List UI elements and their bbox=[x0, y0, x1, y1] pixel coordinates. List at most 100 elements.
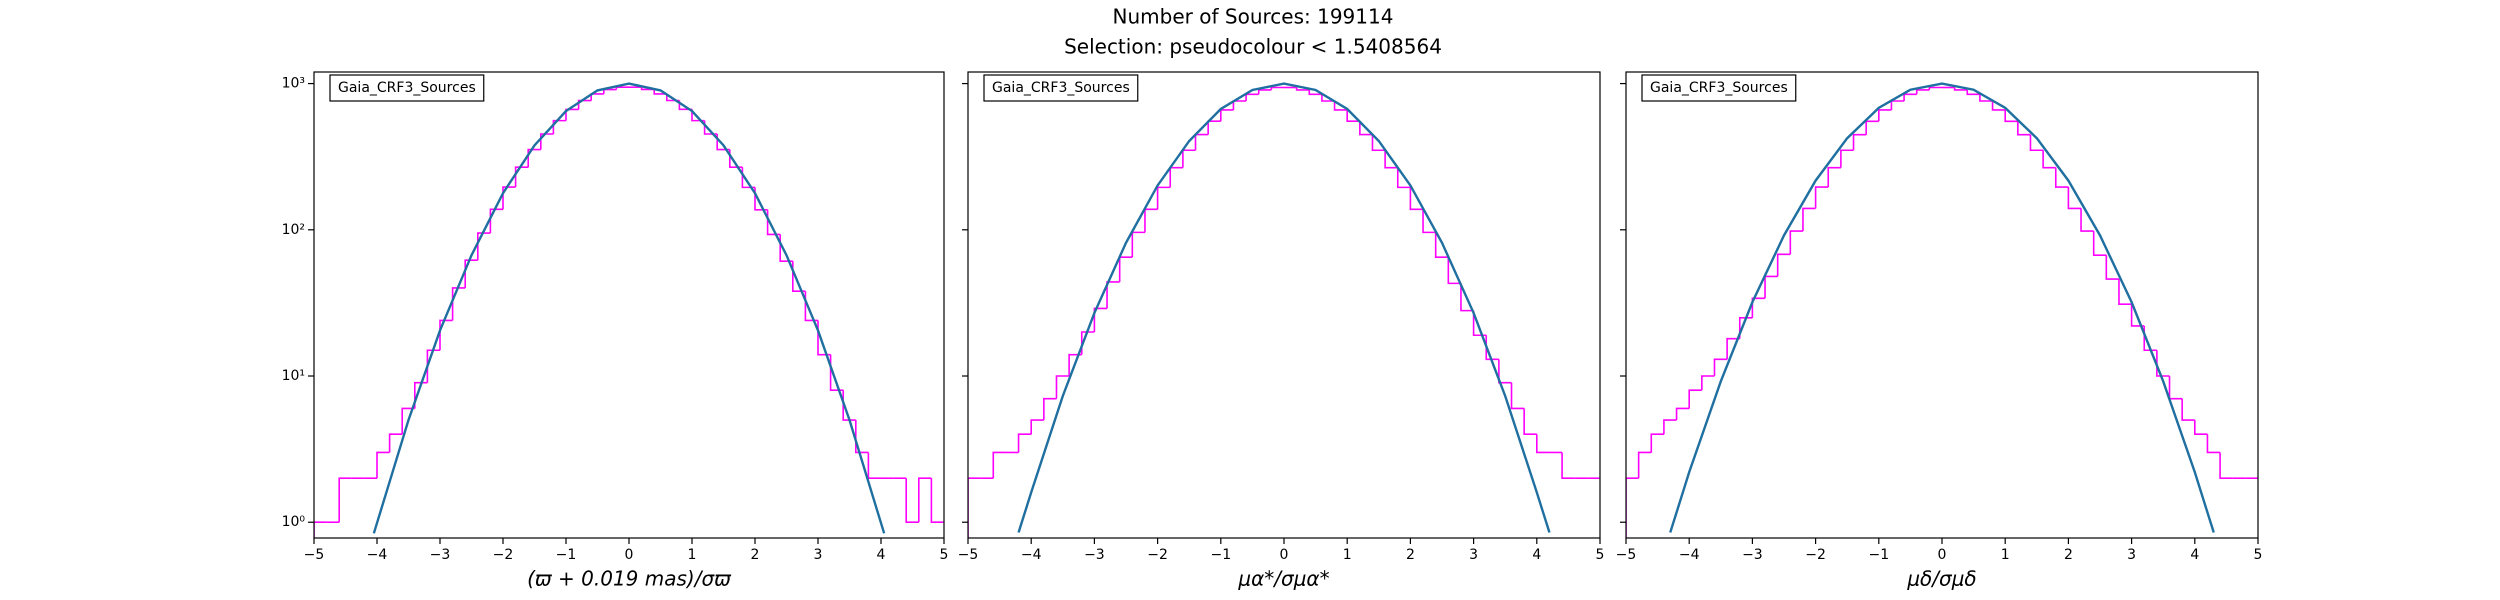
x-tick-label: 0 bbox=[1280, 547, 1289, 563]
histogram-step bbox=[477, 232, 491, 261]
x-tick-label: 1 bbox=[2001, 547, 2010, 563]
histogram-step bbox=[1510, 382, 1525, 410]
histogram-step bbox=[1396, 167, 1411, 189]
x-tick-label: 2 bbox=[1406, 547, 1415, 563]
histogram-step bbox=[2168, 376, 2183, 400]
histogram-step bbox=[1802, 207, 1816, 232]
histogram-step bbox=[1308, 89, 1322, 96]
histogram-step bbox=[1840, 149, 1854, 168]
x-tick-label: −1 bbox=[556, 547, 577, 563]
fit-curve bbox=[372, 82, 886, 534]
x-tick-label: −1 bbox=[1210, 547, 1231, 563]
x-axis-label: μδ/σμδ bbox=[1906, 567, 1976, 591]
histogram-step bbox=[603, 88, 617, 94]
histogram-step bbox=[2206, 434, 2221, 454]
histogram-step bbox=[1257, 89, 1272, 95]
histogram-step bbox=[2004, 109, 2018, 123]
legend-box bbox=[983, 74, 1139, 102]
histogram-step bbox=[1726, 337, 1740, 360]
histogram-step bbox=[2054, 167, 2069, 188]
histogram-step bbox=[1626, 477, 1639, 538]
histogram-step bbox=[2105, 255, 2119, 280]
x-tick-label: −5 bbox=[958, 547, 979, 563]
histogram-step bbox=[1903, 93, 1917, 102]
histogram-step bbox=[2181, 398, 2195, 421]
histogram-step bbox=[1321, 94, 1335, 102]
histogram-step bbox=[1017, 433, 1032, 453]
plot-area bbox=[968, 82, 1600, 538]
histogram-step bbox=[376, 451, 390, 479]
histogram-step bbox=[1194, 133, 1209, 151]
x-tick-label: 0 bbox=[1938, 547, 1947, 563]
x-tick-label: 4 bbox=[877, 547, 886, 563]
fit-curve bbox=[1669, 82, 2215, 533]
histogram-step bbox=[1991, 101, 2006, 111]
histogram-step bbox=[1245, 93, 1259, 102]
histogram-step bbox=[2017, 121, 2031, 136]
y-tick-label: 10¹ bbox=[282, 368, 305, 384]
histogram-step bbox=[2080, 208, 2094, 232]
histogram-step bbox=[2219, 452, 2233, 480]
histogram-step bbox=[1827, 166, 1841, 188]
x-tick-label: −1 bbox=[1868, 547, 1889, 563]
histogram-step bbox=[1447, 257, 1461, 285]
legend-box bbox=[1641, 74, 1797, 102]
histogram-step bbox=[1650, 433, 1664, 453]
x-tick-label: −4 bbox=[1021, 547, 1042, 563]
x-tick-label: 5 bbox=[2254, 547, 2263, 563]
histogram-step bbox=[540, 133, 554, 150]
figure-title: Number of Sources: 199114 bbox=[1113, 5, 1394, 29]
plot-area bbox=[1626, 82, 2258, 538]
histogram-step bbox=[1764, 275, 1778, 299]
panel: −5 −4 −3 −2 −1 0 1 2 3 4 5 μα*/σμα* Gaia_CRF3_Source… bbox=[958, 71, 1604, 591]
histogram-step bbox=[1144, 208, 1158, 233]
histogram-step bbox=[1966, 89, 1980, 96]
histogram-step bbox=[2029, 134, 2044, 152]
x-tick-label: −2 bbox=[1147, 547, 1168, 563]
histogram-step bbox=[930, 478, 944, 524]
histogram-step bbox=[1561, 452, 1575, 480]
x-tick-label: 4 bbox=[1532, 547, 1541, 563]
histogram-step bbox=[1384, 150, 1398, 169]
histogram-step bbox=[1776, 253, 1791, 277]
histogram-step bbox=[1093, 307, 1108, 332]
histogram-step bbox=[2118, 279, 2132, 305]
histogram-step bbox=[1979, 94, 1993, 102]
legend-label: Gaia_CRF3_Sources bbox=[992, 80, 1130, 96]
figure-subtitle: Selection: pseudocolour < 1.5408564 bbox=[1064, 35, 1442, 59]
histogram-step bbox=[968, 477, 981, 538]
x-tick-label: −5 bbox=[1616, 547, 1637, 563]
histogram-step bbox=[1359, 121, 1373, 136]
histogram-step bbox=[338, 477, 352, 523]
histogram-step bbox=[1333, 101, 1348, 111]
histogram-step bbox=[1878, 109, 1892, 122]
x-axis-label: μα*/σμα* bbox=[1237, 567, 1329, 591]
x-tick-label: −4 bbox=[1679, 547, 1700, 563]
axes-frame bbox=[313, 71, 945, 539]
histogram-step bbox=[1232, 100, 1247, 110]
histogram-step bbox=[1043, 397, 1057, 421]
histogram-step bbox=[1055, 375, 1070, 399]
histogram-step bbox=[2092, 231, 2107, 257]
histogram-step bbox=[1852, 133, 1867, 151]
histogram-step bbox=[918, 477, 932, 523]
fit-curve bbox=[1017, 82, 1551, 533]
histogram-step bbox=[1270, 86, 1284, 90]
x-tick-label: −2 bbox=[1805, 547, 1826, 563]
legend: Gaia_CRF3_Sources bbox=[329, 74, 485, 102]
x-tick-label: −3 bbox=[1084, 547, 1105, 563]
histogram-step bbox=[590, 93, 604, 101]
histogram-step bbox=[514, 166, 529, 188]
histogram-step bbox=[1295, 87, 1310, 91]
x-tick-label: 3 bbox=[1469, 547, 1478, 563]
histogram-step bbox=[1865, 120, 1879, 135]
histogram-step bbox=[1523, 408, 1537, 435]
histogram-step bbox=[401, 407, 415, 435]
y-tick-label: 10² bbox=[282, 222, 305, 238]
histogram-step bbox=[426, 349, 440, 383]
x-axis-label: (ϖ + 0.019 mas)/σϖ bbox=[527, 567, 732, 591]
histogram-step bbox=[1663, 419, 1677, 435]
x-tick-label: 0 bbox=[625, 547, 634, 563]
x-tick-label: 4 bbox=[2190, 547, 2199, 563]
